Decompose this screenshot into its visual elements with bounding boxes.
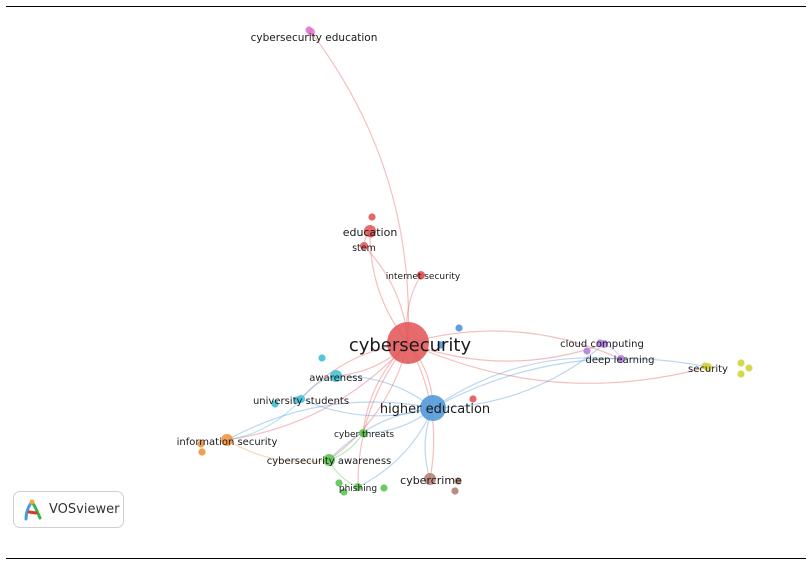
satellite-node [271,400,279,408]
node-cybersecurity[interactable] [387,322,429,364]
satellite-node [335,479,343,487]
edge-higher-education-deep-learning [432,357,622,409]
brand-name: VOSviewer [49,502,120,517]
node-cybercrime[interactable] [424,473,436,485]
node-label-security[interactable]: security [688,364,728,375]
node-label-higher-education[interactable]: higher education [380,402,490,417]
satellite-node [745,364,753,372]
node-university-students[interactable] [297,395,305,403]
node-deep-learning[interactable] [617,355,625,363]
node-label-cyber-threats[interactable]: cyber threats [334,430,394,440]
node-label-phishing[interactable]: phishing [339,484,377,494]
node-label-internet-security[interactable]: internet security [386,272,461,282]
edge-university-students-information-security [226,398,302,441]
node-cloud-computing[interactable] [600,340,608,348]
node-cyber-threats[interactable] [359,429,367,437]
satellite-node [198,448,206,456]
node-phishing[interactable] [354,483,362,491]
label-layer: cybersecurity higher education cybersecuri… [177,32,728,494]
node-label-cloud-computing[interactable]: cloud computing [560,339,644,350]
top-rule [6,6,806,7]
satellite-node [737,359,745,367]
node-cybersecurity-awareness[interactable] [323,454,335,466]
node-label-deep-learning[interactable]: deep learning [586,355,655,366]
edge-cybersecurity-information-security [226,342,409,441]
edge-cybersecurity-cybersecurity-education [310,31,410,344]
satellite-node [368,213,376,221]
node-stem[interactable] [360,242,368,250]
node-label-stem[interactable]: stem [352,243,376,254]
satellite-node [437,341,445,349]
edge-cybersecurity-cloud-computing [407,342,605,362]
node-cybersecurity-education[interactable] [307,28,315,36]
edge-cybersecurity-security [407,342,709,384]
edge-higher-education-university-students [300,398,434,417]
satellite-node [469,395,477,403]
node-label-information-security[interactable]: information security [177,437,278,448]
edge-higher-education-cybersecurity-awareness [328,407,434,461]
node-layer [221,28,712,491]
node-label-cybersecurity-education[interactable]: cybersecurity education [251,32,378,44]
satellite-node [197,440,205,448]
node-internet-security[interactable] [417,271,425,279]
satellite-node-layer [197,26,753,496]
node-label-awareness[interactable]: awareness [309,373,362,384]
node-higher-education[interactable] [420,395,446,421]
edge-higher-education-cloud-computing [432,343,605,409]
satellite-node [455,324,463,332]
satellite-node [737,370,745,378]
node-label-cybersecurity[interactable]: cybersecurity [349,335,472,356]
node-awareness[interactable] [330,370,342,382]
satellite-node [340,488,348,496]
edge-cybersecurity-deep-learning [407,330,622,360]
satellite-node [318,354,326,362]
node-label-education[interactable]: education [343,226,398,239]
node-security[interactable] [704,363,712,371]
satellite-node [451,487,459,495]
satellite-node [380,484,388,492]
vosviewer-badge: VOSviewer [13,491,124,528]
bottom-rule [6,558,806,559]
vosviewer-logo-icon [24,499,42,520]
edge-higher-education-security [432,357,709,409]
node-label-cybercrime[interactable]: cybercrime [400,474,462,487]
node-information-security[interactable] [221,434,233,446]
node-label-cybersecurity-awareness[interactable]: cybersecurity awareness [267,456,392,467]
node-education[interactable] [364,225,376,237]
satellite-node [454,477,462,485]
node-label-university-students[interactable]: university students [253,396,349,407]
edge-layer [226,31,709,488]
edge-information-security-cybersecurity-awareness [226,439,330,463]
satellite-node [583,347,591,355]
edge-higher-education-information-security [226,401,434,441]
